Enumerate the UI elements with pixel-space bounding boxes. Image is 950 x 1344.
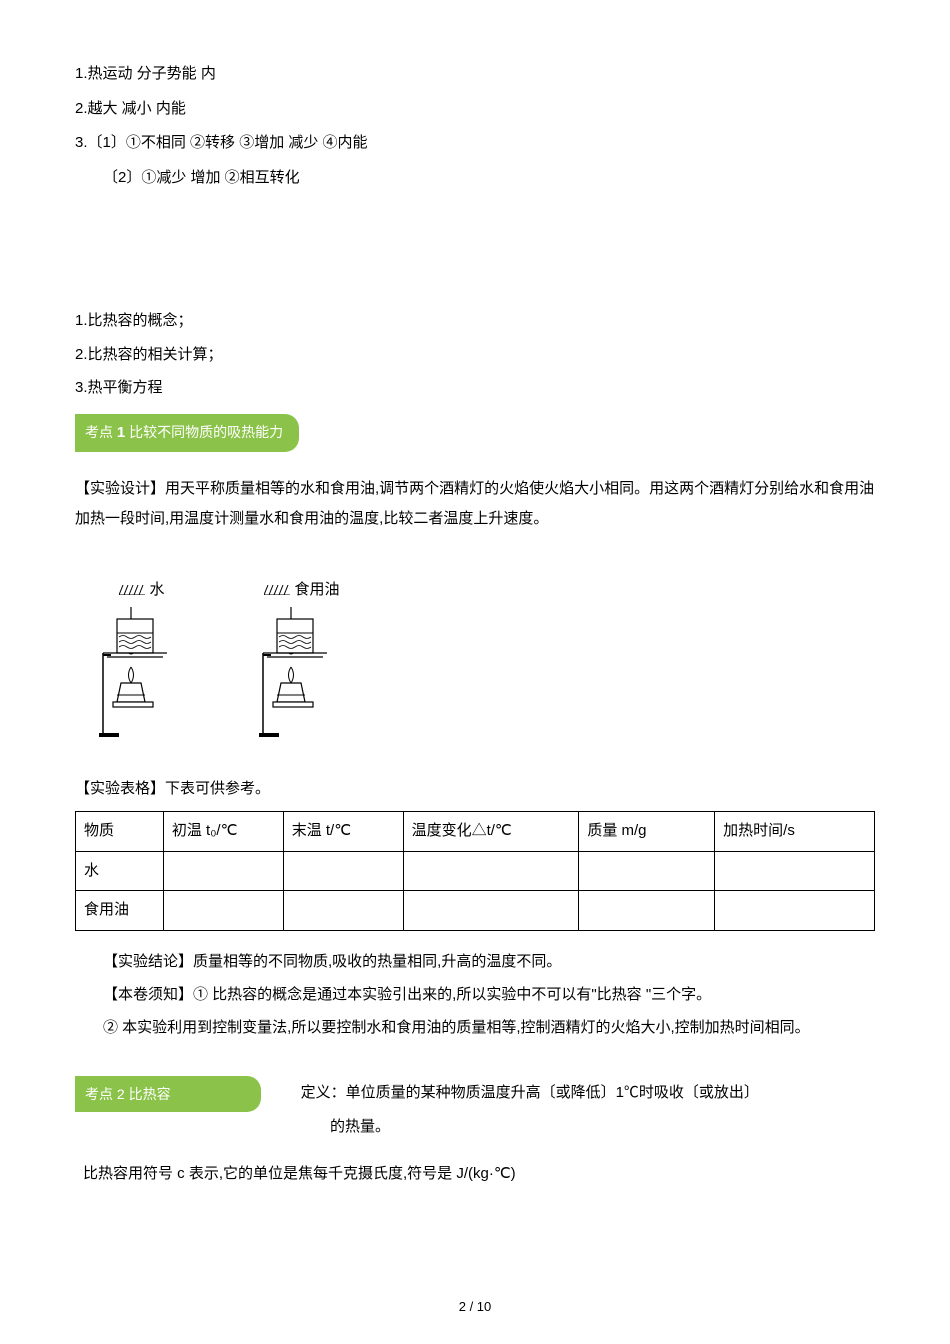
tag-text: 比较不同物质的吸热能力 [125, 424, 283, 440]
page-number: 2 / 10 [0, 1295, 950, 1320]
answer-1: 1.热运动 分子势能 内 [75, 60, 875, 89]
answer-3a: 3.〔1〕①不相同 ②转移 ③增加 减少 ④内能 [75, 129, 875, 158]
tag-prefix: 考点 [85, 1086, 117, 1102]
hatch-icon [119, 585, 145, 595]
table-row: 食用油 [76, 891, 875, 931]
definition-line2: 的热量。 [75, 1112, 875, 1142]
hatch-icon [264, 585, 290, 595]
burner-beaker-icon [255, 607, 350, 737]
apparatus-oil: 食用油 [247, 576, 357, 737]
cell [403, 891, 579, 931]
col-initial-temp: 初温 t₀/℃ [163, 812, 283, 852]
cell [163, 851, 283, 891]
notes-block: 【实验结论】质量相等的不同物质,吸收的热量相同,升高的温度不同。 【本卷须知】①… [75, 945, 875, 1044]
burner-beaker-icon [95, 607, 190, 737]
cell [163, 891, 283, 931]
exam-point-2-tag: 考点 2 比热容 [75, 1076, 261, 1113]
cell [403, 851, 579, 891]
conclusion: 【实验结论】质量相等的不同物质,吸收的热量相同,升高的温度不同。 [75, 945, 875, 978]
topic-3: 3.热平衡方程 [75, 374, 875, 403]
topic-2: 2.比热容的相关计算； [75, 341, 875, 370]
apparatus-diagrams: 水 食用油 [87, 576, 875, 737]
apparatus-water: 水 [87, 576, 197, 737]
answers-block: 1.热运动 分子势能 内 2.越大 减小 内能 3.〔1〕①不相同 ②转移 ③增… [75, 60, 875, 192]
cell: 食用油 [76, 891, 164, 931]
col-time: 加热时间/s [715, 812, 875, 852]
table-header-row: 物质 初温 t₀/℃ 末温 t/℃ 温度变化△t/℃ 质量 m/g 加热时间/s [76, 812, 875, 852]
experiment-table: 物质 初温 t₀/℃ 末温 t/℃ 温度变化△t/℃ 质量 m/g 加热时间/s… [75, 811, 875, 931]
exam-point-1-tag: 考点 1 比较不同物质的吸热能力 [75, 414, 299, 453]
cell: 水 [76, 851, 164, 891]
water-label: 水 [149, 576, 164, 605]
table-row: 水 [76, 851, 875, 891]
exam-point-2-row: 考点 2 比热容 定义：单位质量的某种物质温度升高〔或降低〕1℃时吸收〔或放出〕 [75, 1076, 875, 1113]
topic-1: 1.比热容的概念； [75, 307, 875, 336]
tag-num: 1 [117, 424, 125, 441]
tag-text: 比热容 [125, 1086, 171, 1102]
cell [579, 851, 715, 891]
cell [715, 851, 875, 891]
topic-list: 1.比热容的概念； 2.比热容的相关计算； 3.热平衡方程 [75, 307, 875, 403]
oil-label: 食用油 [294, 576, 339, 605]
answer-3b: 〔2〕①减少 增加 ②相互转化 [75, 164, 875, 193]
tag-prefix: 考点 [85, 424, 117, 440]
col-mass: 质量 m/g [579, 812, 715, 852]
note-2: ② 本实验利用到控制变量法,所以要控制水和食用油的质量相等,控制酒精灯的火焰大小… [75, 1011, 875, 1044]
tag-num: 2 [117, 1086, 125, 1102]
experiment-design: 【实验设计】用天平称质量相等的水和食用油,调节两个酒精灯的火焰使火焰大小相同。用… [75, 474, 875, 534]
answer-2: 2.越大 减小 内能 [75, 95, 875, 124]
cell [283, 851, 403, 891]
cell [579, 891, 715, 931]
col-delta-temp: 温度变化△t/℃ [403, 812, 579, 852]
table-caption: 【实验表格】下表可供参考。 [75, 775, 875, 804]
col-final-temp: 末温 t/℃ [283, 812, 403, 852]
cell [283, 891, 403, 931]
note-1: 【本卷须知】① 比热容的概念是通过本实验引出来的,所以实验中不可以有"比热容 "… [75, 978, 875, 1011]
symbol-line: 比热容用符号 c 表示,它的单位是焦每千克摄氏度,符号是 J/(kg·℃) [75, 1160, 875, 1189]
cell [715, 891, 875, 931]
col-substance: 物质 [76, 812, 164, 852]
definition-line1: 定义：单位质量的某种物质温度升高〔或降低〕1℃时吸收〔或放出〕 [301, 1076, 875, 1108]
